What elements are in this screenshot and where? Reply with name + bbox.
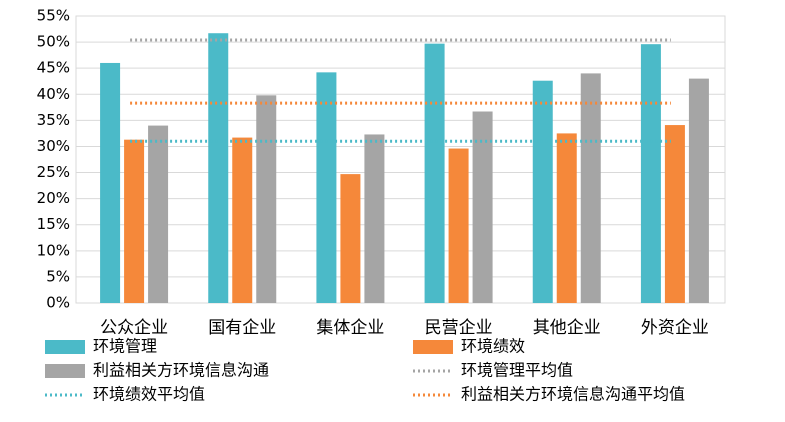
bar — [364, 134, 385, 303]
bar — [664, 125, 685, 303]
bar — [448, 148, 469, 303]
bar — [316, 72, 337, 304]
bar — [208, 33, 229, 303]
legend-swatch — [45, 340, 85, 354]
bar — [532, 80, 553, 304]
legend-swatch — [45, 364, 85, 378]
y-tick-label: 30% — [37, 137, 70, 155]
y-tick-label: 55% — [37, 7, 70, 25]
bar — [472, 111, 493, 303]
bar — [148, 125, 169, 303]
x-tick-label: 国有企业 — [208, 318, 276, 338]
x-tick-label: 公众企业 — [100, 318, 168, 338]
bar — [232, 137, 253, 303]
bar — [100, 62, 121, 303]
y-tick-label: 5% — [46, 267, 70, 285]
legend-label: 环境绩效 — [461, 337, 525, 356]
x-tick-label: 民营企业 — [425, 318, 493, 338]
x-tick-label: 外资企业 — [641, 318, 709, 338]
legend-swatch — [413, 340, 453, 354]
legend-label: 环境绩效平均值 — [93, 385, 205, 404]
bar — [256, 95, 277, 303]
bar — [688, 78, 709, 303]
legend-label: 环境管理 — [93, 337, 157, 356]
y-tick-label: 0% — [46, 294, 70, 312]
bar — [580, 73, 601, 304]
x-tick-label: 其他企业 — [533, 318, 601, 338]
bar — [124, 139, 145, 303]
y-tick-label: 10% — [37, 241, 70, 259]
legend-label: 利益相关方环境信息沟通平均值 — [461, 385, 685, 404]
bar — [556, 133, 577, 303]
bar — [424, 43, 445, 303]
bar — [340, 174, 361, 303]
legend-label: 环境管理平均值 — [461, 361, 573, 380]
y-tick-label: 50% — [37, 33, 70, 51]
legend-label: 利益相关方环境信息沟通 — [93, 361, 269, 380]
y-tick-label: 35% — [37, 111, 70, 129]
y-tick-label: 40% — [37, 85, 70, 103]
x-tick-label: 集体企业 — [316, 318, 384, 338]
y-tick-label: 25% — [37, 163, 70, 181]
plot-border — [75, 15, 726, 304]
bar — [640, 44, 661, 303]
y-tick-label: 15% — [37, 215, 70, 233]
y-tick-label: 45% — [37, 59, 70, 77]
y-tick-label: 20% — [37, 189, 70, 207]
